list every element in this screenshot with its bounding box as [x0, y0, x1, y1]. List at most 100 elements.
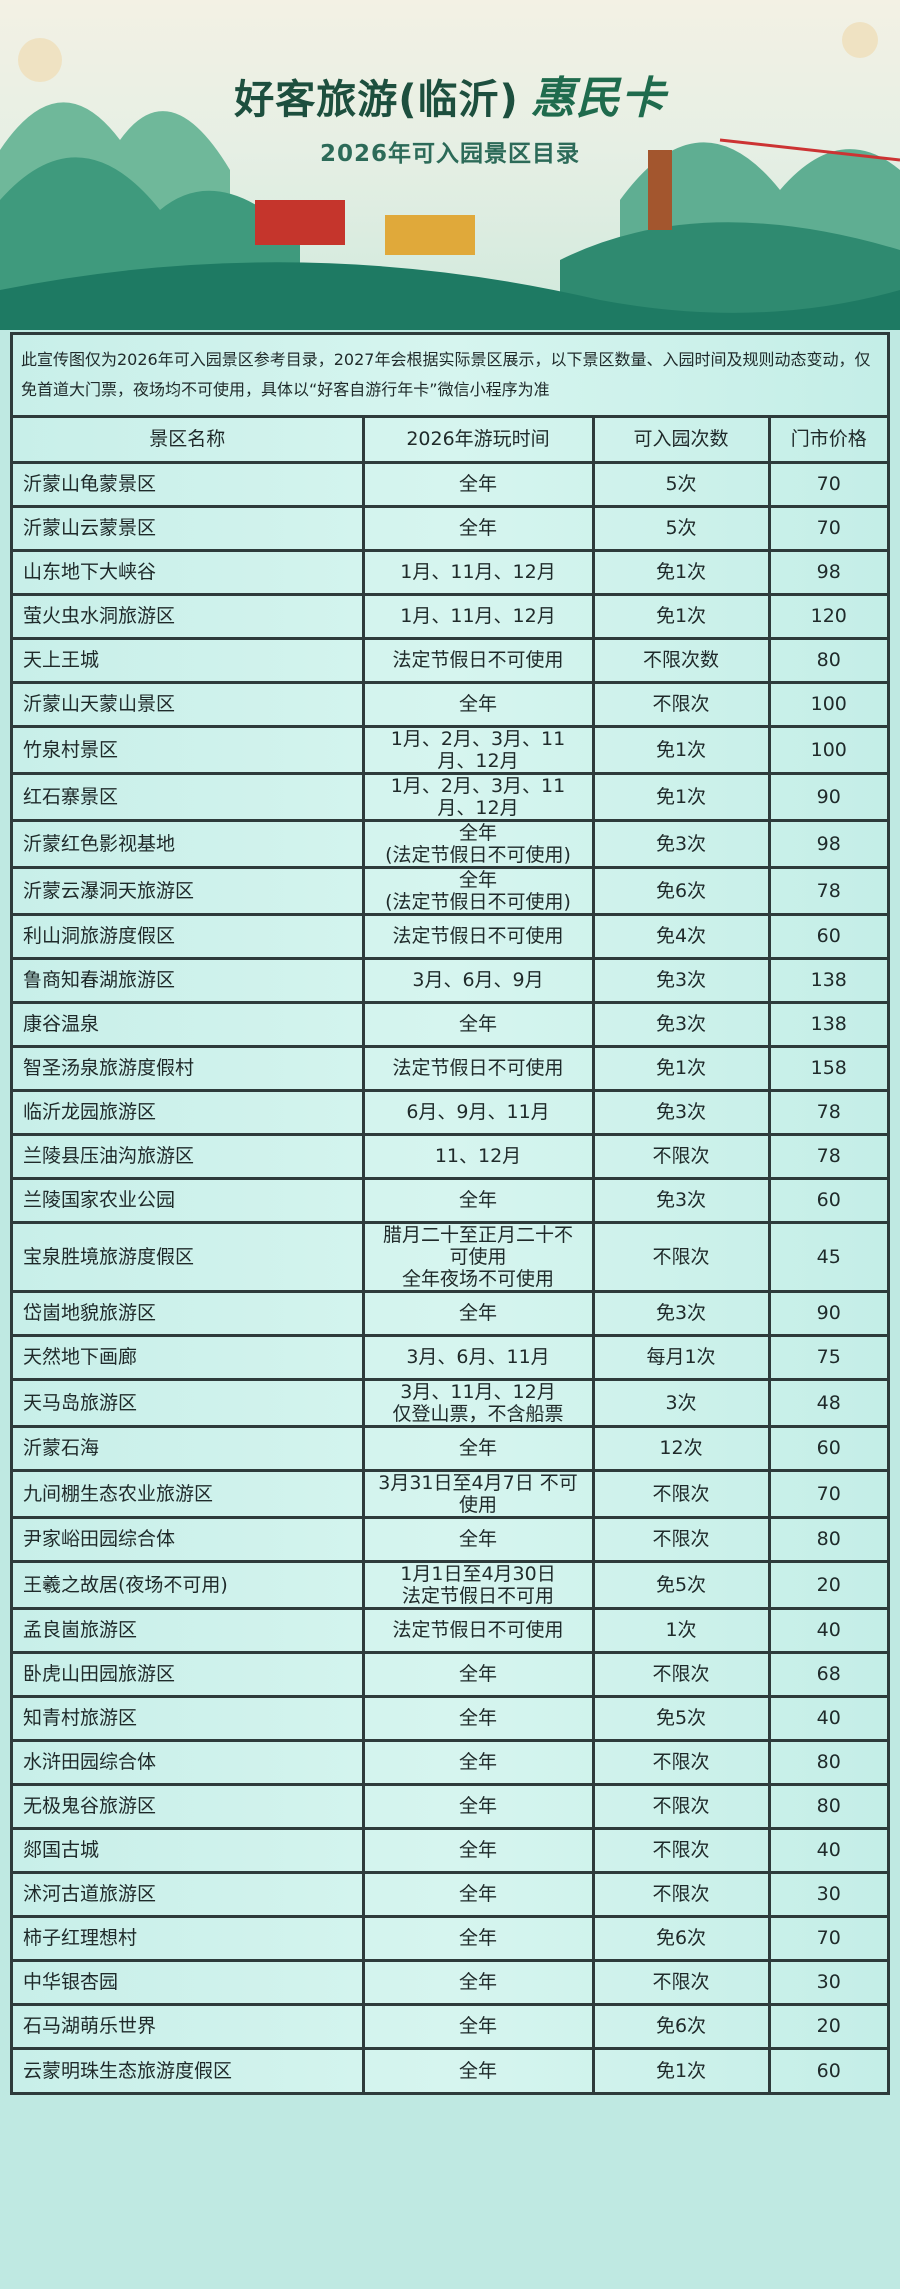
cell-time: 法定节假日不可使用	[361, 912, 595, 960]
cell-price: 70	[767, 504, 887, 552]
cell-name: 知青村旅游区	[13, 1694, 365, 1742]
cell-time: 全年	[361, 1826, 595, 1874]
cell-price: 138	[767, 956, 887, 1004]
cell-time: 全年	[361, 1650, 595, 1698]
cell-name: 天上王城	[13, 636, 365, 684]
cell-name: 沂蒙石海	[13, 1424, 365, 1472]
cell-visits: 不限次	[591, 1826, 771, 1874]
column-header-time: 2026年游玩时间	[361, 418, 595, 464]
cell-visits: 免3次	[591, 1289, 771, 1337]
cell-name: 兰陵县压油沟旅游区	[13, 1132, 365, 1180]
cell-price: 60	[767, 1424, 887, 1472]
cell-name: 沂蒙山云蒙景区	[13, 504, 365, 552]
cell-visits: 免3次	[591, 1088, 771, 1136]
page-title: 好客旅游(临沂) 惠民卡	[0, 62, 900, 126]
cell-time: 全年	[361, 1424, 595, 1472]
table-row: 萤火虫水洞旅游区 1月、11月、12月 免1次 120	[13, 592, 887, 640]
cell-time: 全年	[361, 1176, 595, 1224]
cell-time: 全年	[361, 1289, 595, 1337]
cell-name: 卧虎山田园旅游区	[13, 1650, 365, 1698]
cell-visits: 5次	[591, 504, 771, 552]
table-row: 孟良崮旅游区 法定节假日不可使用 1次 40	[13, 1606, 887, 1654]
cell-visits: 不限次	[591, 680, 771, 728]
cell-name: 沭河古道旅游区	[13, 1870, 365, 1918]
column-header-name: 景区名称	[13, 418, 365, 464]
table-row: 沂蒙山云蒙景区 全年 5次 70	[13, 504, 887, 552]
cell-time: 全年	[361, 2046, 595, 2092]
cell-price: 78	[767, 1132, 887, 1180]
cell-name: 康谷温泉	[13, 1000, 365, 1048]
cell-visits: 免6次	[591, 2002, 771, 2050]
cell-name: 云蒙明珠生态旅游度假区	[13, 2046, 365, 2092]
table-row: 山东地下大峡谷 1月、11月、12月 免1次 98	[13, 548, 887, 596]
cell-visits: 不限次	[591, 1650, 771, 1698]
table-row: 临沂龙园旅游区 6月、9月、11月 免3次 78	[13, 1088, 887, 1136]
cell-visits: 不限次	[591, 1220, 771, 1293]
cell-price: 60	[767, 912, 887, 960]
cell-time: 1月1日至4月30日 法定节假日不可用	[361, 1559, 595, 1610]
cell-time: 1月、11月、12月	[361, 548, 595, 596]
cell-price: 45	[767, 1220, 887, 1293]
column-header-price: 门市价格	[767, 418, 887, 464]
cell-name: 红石寨景区	[13, 771, 365, 822]
cell-time: 3月、6月、9月	[361, 956, 595, 1004]
cell-price: 60	[767, 1176, 887, 1224]
cell-name: 孟良崮旅游区	[13, 1606, 365, 1654]
cell-name: 王羲之故居(夜场不可用)	[13, 1559, 365, 1610]
cell-time: 3月31日至4月7日 不可 使用	[361, 1468, 595, 1519]
cell-visits: 免1次	[591, 2046, 771, 2092]
cell-visits: 不限次	[591, 1958, 771, 2006]
cell-name: 兰陵国家农业公园	[13, 1176, 365, 1224]
cell-price: 80	[767, 636, 887, 684]
table-row: 天然地下画廊 3月、6月、11月 每月1次 75	[13, 1333, 887, 1381]
column-header-visits: 可入园次数	[591, 418, 771, 464]
cell-time: 全年	[361, 1694, 595, 1742]
cell-name: 岱崮地貌旅游区	[13, 1289, 365, 1337]
table-row: 康谷温泉 全年 免3次 138	[13, 1000, 887, 1048]
table-row: 中华银杏园 全年 不限次 30	[13, 1958, 887, 2006]
table-row: 鲁商知春湖旅游区 3月、6月、9月 免3次 138	[13, 956, 887, 1004]
cell-visits: 免1次	[591, 548, 771, 596]
table-row: 利山洞旅游度假区 法定节假日不可使用 免4次 60	[13, 912, 887, 960]
cell-visits: 1次	[591, 1606, 771, 1654]
cell-price: 70	[767, 460, 887, 508]
cell-visits: 3次	[591, 1377, 771, 1428]
table-row: 沂蒙山龟蒙景区 全年 5次 70	[13, 460, 887, 508]
cell-price: 78	[767, 865, 887, 916]
cell-time: 法定节假日不可使用	[361, 1044, 595, 1092]
cell-name: 萤火虫水洞旅游区	[13, 592, 365, 640]
table-row: 天马岛旅游区 3月、11月、12月 仅登山票，不含船票 3次 48	[13, 1377, 887, 1428]
cell-visits: 免6次	[591, 1914, 771, 1962]
cell-name: 宝泉胜境旅游度假区	[13, 1220, 365, 1293]
cell-price: 98	[767, 548, 887, 596]
table-row: 沂蒙山天蒙山景区 全年 不限次 100	[13, 680, 887, 728]
cell-visits: 免1次	[591, 724, 771, 775]
cell-price: 80	[767, 1515, 887, 1563]
cell-name: 九间棚生态农业旅游区	[13, 1468, 365, 1519]
table-header: 景区名称 2026年游玩时间 可入园次数 门市价格	[13, 418, 887, 464]
notice-text: 此宣传图仅为2026年可入园景区参考目录，2027年会根据实际景区展示，以下景区…	[13, 335, 887, 418]
scenic-table-container: 此宣传图仅为2026年可入园景区参考目录，2027年会根据实际景区展示，以下景区…	[10, 332, 890, 2095]
table-row: 沂蒙石海 全年 12次 60	[13, 1424, 887, 1472]
cell-price: 40	[767, 1826, 887, 1874]
cell-visits: 免4次	[591, 912, 771, 960]
table-row: 卧虎山田园旅游区 全年 不限次 68	[13, 1650, 887, 1698]
cell-time: 1月、2月、3月、11 月、12月	[361, 724, 595, 775]
cell-visits: 每月1次	[591, 1333, 771, 1381]
brand-logo-text: 惠民卡	[530, 73, 666, 124]
cell-visits: 不限次	[591, 1738, 771, 1786]
cell-time: 全年	[361, 2002, 595, 2050]
table-row: 无极鬼谷旅游区 全年 不限次 80	[13, 1782, 887, 1830]
scenic-table: 景区名称 2026年游玩时间 可入园次数 门市价格 沂蒙山龟蒙景区 全年 5次 70 沂…	[13, 418, 887, 2092]
cell-price: 100	[767, 724, 887, 775]
landscape-illustration	[0, 22, 900, 330]
cell-time: 全年	[361, 1738, 595, 1786]
cell-time: 1月、2月、3月、11 月、12月	[361, 771, 595, 822]
table-row: 知青村旅游区 全年 免5次 40	[13, 1694, 887, 1742]
cell-visits: 免3次	[591, 956, 771, 1004]
cell-name: 沂蒙山龟蒙景区	[13, 460, 365, 508]
cell-time: 全年	[361, 1958, 595, 2006]
cell-price: 68	[767, 1650, 887, 1698]
table-row: 石马湖萌乐世界 全年 免6次 20	[13, 2002, 887, 2050]
cell-price: 40	[767, 1606, 887, 1654]
